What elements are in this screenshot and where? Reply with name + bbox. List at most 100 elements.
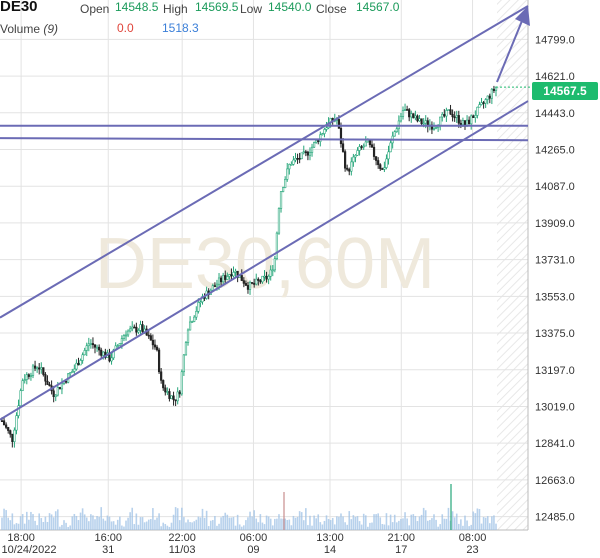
volume-bar: [313, 515, 315, 530]
candle-body: [478, 104, 481, 108]
volume-bar: [214, 515, 216, 530]
volume-bar: [495, 523, 497, 530]
volume-bar: [112, 521, 115, 530]
volume-bar: [63, 520, 65, 530]
volume-bar: [367, 526, 369, 530]
candle-body: [89, 343, 92, 345]
volume-bar: [387, 525, 390, 530]
volume-bar: [381, 524, 384, 530]
volume-bar: [331, 518, 334, 530]
low-label: Low: [240, 2, 263, 16]
volume-bar: [50, 514, 53, 530]
volume-bar: [21, 514, 24, 530]
candle-body: [472, 115, 475, 118]
volume-bar: [300, 512, 303, 530]
volume-bar: [164, 523, 167, 530]
x-tick-date: 11/03: [169, 544, 196, 556]
candle-body: [21, 380, 24, 391]
volume-bar: [472, 511, 475, 530]
volume-bar: [274, 518, 276, 530]
volume-bar: [230, 517, 233, 530]
volume-bar: [238, 524, 241, 530]
volume-bar: [185, 522, 187, 530]
volume-bar: [493, 515, 495, 530]
volume-bar: [170, 522, 173, 530]
candle-body: [387, 151, 390, 160]
candle-body: [432, 127, 436, 130]
candle-body: [298, 158, 301, 160]
candle-body: [120, 338, 123, 344]
volume-bar: [102, 518, 105, 530]
candle-body: [445, 110, 448, 117]
candle-body: [164, 387, 167, 393]
volume-bar: [104, 520, 107, 530]
volume-bar: [207, 526, 210, 530]
candle-body: [300, 152, 303, 160]
volume-bar: [114, 524, 117, 530]
volume-bar: [13, 524, 16, 530]
candle-body: [122, 335, 126, 339]
volume-bar: [203, 517, 206, 530]
volume-bar: [178, 520, 181, 530]
volume-bar: [83, 514, 86, 530]
volume-bar: [11, 513, 14, 530]
volume-bar: [228, 517, 231, 530]
watermark: DE30,60M: [95, 224, 435, 304]
volume-bar: [108, 516, 111, 530]
volume-bar: [69, 525, 72, 530]
candle-body: [102, 351, 105, 356]
x-tick-time: 18:00: [7, 532, 35, 544]
candle-body: [420, 118, 423, 124]
candle-body: [25, 374, 28, 380]
candle-body: [377, 160, 380, 165]
volume-bar: [398, 520, 400, 530]
volume-bar: [181, 507, 183, 530]
candle-body: [248, 282, 252, 290]
candle-body: [157, 349, 161, 373]
volume-bar: [116, 519, 119, 530]
volume-bar: [96, 516, 98, 530]
candle-body: [180, 371, 183, 395]
candle-body: [100, 349, 103, 356]
candle-body: [139, 324, 142, 331]
volume-bar: [296, 516, 299, 530]
volume-bar: [435, 519, 437, 530]
volume-bar: [439, 524, 441, 530]
candle-body: [48, 384, 51, 387]
candle-body: [344, 151, 347, 169]
volume-bar: [451, 511, 454, 530]
volume-bar: [1, 517, 3, 530]
volume-value-red: 0.0: [117, 21, 134, 35]
candle-body: [393, 131, 396, 137]
low-value: 14540.0: [268, 0, 312, 14]
volume-bar: [199, 517, 202, 530]
x-tick-time: 13:00: [316, 532, 344, 544]
volume-bar: [234, 525, 237, 530]
volume-bar: [321, 524, 324, 530]
volume-bar: [488, 523, 491, 530]
volume-bar: [307, 525, 309, 530]
volume-bar: [7, 517, 10, 530]
volume-bar: [261, 522, 264, 530]
volume-bar: [379, 517, 382, 530]
volume-bar: [445, 518, 448, 530]
volume-bar: [480, 523, 483, 530]
volume-value-blue: 1518.3: [162, 21, 199, 35]
candle-body: [255, 278, 258, 285]
volume-bar: [48, 513, 51, 530]
volume-bar: [294, 517, 297, 530]
volume-bar: [431, 518, 433, 530]
candle-body: [352, 156, 355, 163]
volume-bar: [156, 517, 158, 530]
candle-body: [126, 330, 130, 336]
volume-bar: [482, 517, 485, 530]
volume-bar: [236, 514, 239, 530]
volume-bar: [333, 524, 336, 530]
volume-bar: [441, 514, 444, 530]
volume-bar: [255, 518, 258, 530]
candle-body: [484, 99, 487, 104]
volume-bar: [197, 516, 200, 530]
volume-bar: [267, 516, 270, 530]
